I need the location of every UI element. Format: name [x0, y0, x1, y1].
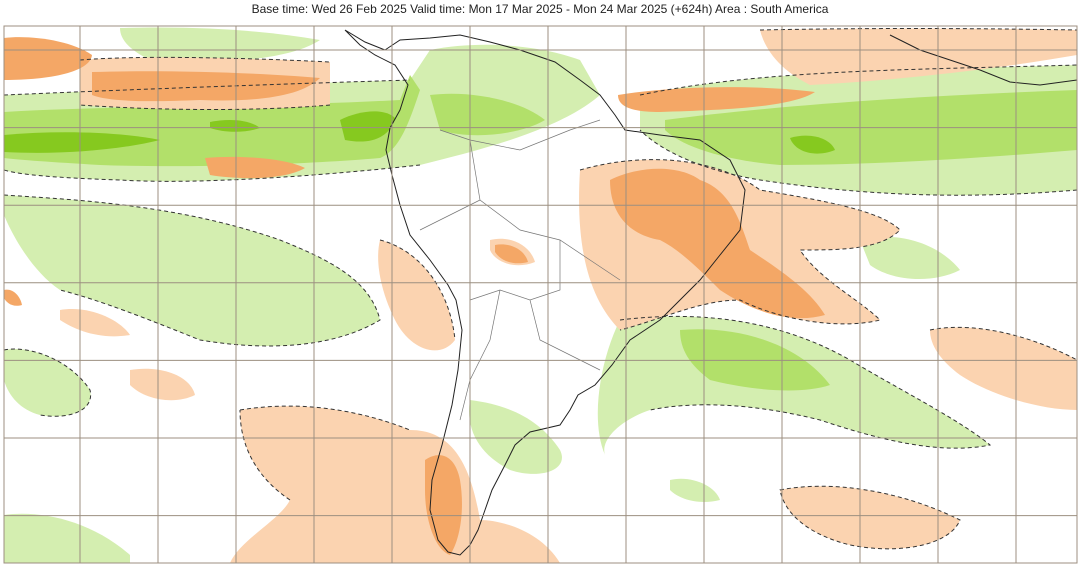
- field-dark-green: [340, 111, 395, 142]
- contours: [3, 28, 1078, 550]
- field-dark-green: [790, 135, 835, 154]
- contour: [79, 28, 1078, 111]
- field-light-green: [4, 513, 130, 563]
- field-orange: [4, 289, 22, 306]
- graticule: [4, 26, 1077, 563]
- contour: [3, 194, 381, 347]
- field-dark-green: [4, 132, 160, 153]
- field-orange: [425, 455, 462, 555]
- contour: [639, 64, 1078, 196]
- border: [419, 119, 621, 421]
- field-light-orange: [230, 406, 560, 563]
- field-light-orange: [60, 309, 130, 337]
- field-light-orange: [930, 327, 1077, 410]
- map-frame: [3, 25, 1078, 564]
- field-dark-green: [210, 120, 260, 132]
- field-green: [430, 93, 545, 136]
- field-orange: [205, 156, 305, 179]
- field-light-green: [860, 236, 960, 280]
- anomaly-fields: [4, 27, 1077, 563]
- map-title: Base time: Wed 26 Feb 2025 Valid time: M…: [251, 2, 829, 16]
- field-light-orange: [130, 368, 195, 401]
- field-light-orange: [378, 240, 455, 351]
- field-light-green: [4, 349, 91, 417]
- field-light-green: [120, 27, 320, 62]
- contour: [239, 405, 411, 501]
- field-light-orange: [760, 28, 1077, 85]
- field-orange: [495, 244, 528, 264]
- field-orange: [618, 87, 815, 112]
- field-orange: [4, 37, 92, 80]
- contour: [619, 315, 992, 449]
- field-green: [680, 329, 830, 391]
- field-orange: [92, 71, 320, 102]
- contour: [579, 159, 901, 331]
- field-light-green: [469, 400, 562, 474]
- field-orange: [610, 168, 825, 319]
- contour: [3, 79, 421, 182]
- contour: [379, 239, 961, 550]
- contour: [3, 326, 1078, 417]
- field-light-green: [670, 478, 720, 502]
- field-light-green: [4, 195, 380, 346]
